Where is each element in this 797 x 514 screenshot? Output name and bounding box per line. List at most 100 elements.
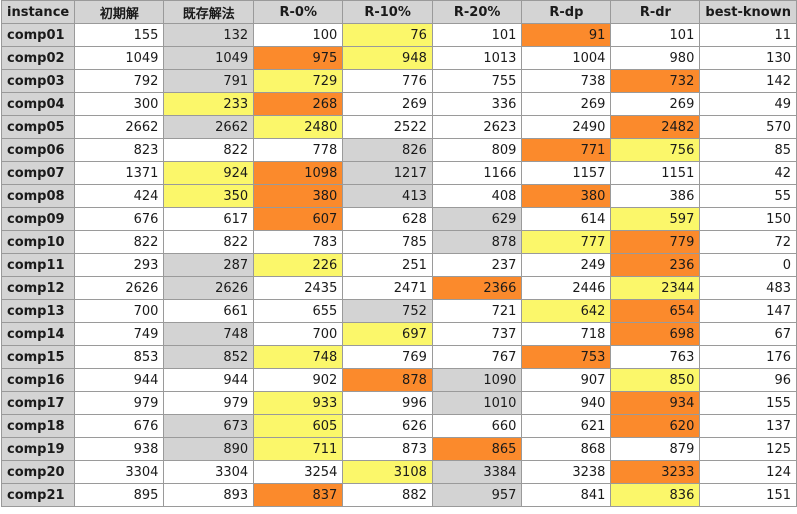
cell-existing: 233 (163, 92, 255, 116)
instance-name-cell: comp17 (0, 391, 76, 415)
cell-initial: 1049 (74, 46, 165, 70)
cell-best-known: 125 (699, 437, 797, 461)
cell-r-20: 408 (431, 184, 523, 208)
cell-r-20: 629 (431, 207, 523, 231)
cell-r-20: 737 (431, 322, 523, 346)
cell-r-10: 3108 (342, 460, 433, 484)
cell-initial: 676 (74, 414, 165, 438)
cell-r-dp: 753 (521, 345, 612, 369)
cell-r-dp: 2446 (521, 276, 612, 300)
cell-best-known: 49 (699, 92, 797, 116)
cell-initial: 944 (74, 368, 165, 392)
cell-r-dr: 3233 (610, 460, 701, 484)
cell-r-0: 700 (253, 322, 344, 346)
cell-r-0: 2435 (253, 276, 344, 300)
cell-best-known: 85 (699, 138, 797, 162)
cell-r-dr: 236 (610, 253, 701, 277)
cell-initial: 749 (74, 322, 165, 346)
cell-best-known: 142 (699, 69, 797, 93)
header-row: instance 初期解 既存解法 R-0% R-10% R-20% R-dp … (0, 0, 797, 24)
cell-initial: 2662 (74, 115, 165, 139)
cell-existing: 661 (163, 299, 255, 323)
cell-r-20: 1166 (431, 161, 523, 185)
cell-best-known: 137 (699, 414, 797, 438)
cell-existing: 944 (163, 368, 255, 392)
instance-name-cell: comp11 (0, 253, 76, 277)
cell-r-10: 882 (342, 483, 433, 507)
cell-r-dp: 777 (521, 230, 612, 254)
cell-best-known: 11 (699, 23, 797, 47)
cell-initial: 1371 (74, 161, 165, 185)
cell-existing: 287 (163, 253, 255, 277)
table-row: comp01 155 132 100 76 101 91 101 11 (0, 23, 797, 47)
cell-r-dr: 101 (610, 23, 701, 47)
cell-existing: 350 (163, 184, 255, 208)
cell-initial: 3304 (74, 460, 165, 484)
cell-best-known: 72 (699, 230, 797, 254)
cell-r-dp: 249 (521, 253, 612, 277)
cell-r-dp: 868 (521, 437, 612, 461)
instance-name-cell: comp16 (0, 368, 76, 392)
cell-r-dr: 698 (610, 322, 701, 346)
cell-initial: 895 (74, 483, 165, 507)
table-row: comp13 700 661 655 752 721 642 654 147 (0, 299, 797, 323)
instance-name-cell: comp05 (0, 115, 76, 139)
cell-best-known: 67 (699, 322, 797, 346)
cell-r-0: 226 (253, 253, 344, 277)
cell-r-dr: 779 (610, 230, 701, 254)
instance-name-cell: comp04 (0, 92, 76, 116)
cell-r-20: 1090 (431, 368, 523, 392)
cell-existing: 979 (163, 391, 255, 415)
table-row: comp12 2626 2626 2435 2471 2366 2446 2344 483 (0, 276, 797, 300)
instance-name-cell: comp09 (0, 207, 76, 231)
table-row: comp07 1371 924 1098 1217 1166 1157 1151 42 (0, 161, 797, 185)
cell-r-20: 336 (431, 92, 523, 116)
cell-best-known: 130 (699, 46, 797, 70)
header-r-dr: R-dr (610, 0, 701, 24)
cell-r-10: 2522 (342, 115, 433, 139)
cell-best-known: 0 (699, 253, 797, 277)
cell-r-dp: 380 (521, 184, 612, 208)
cell-r-0: 268 (253, 92, 344, 116)
cell-r-10: 873 (342, 437, 433, 461)
cell-r-0: 1098 (253, 161, 344, 185)
instance-name-cell: comp18 (0, 414, 76, 438)
cell-r-20: 101 (431, 23, 523, 47)
cell-r-dr: 879 (610, 437, 701, 461)
cell-existing: 2626 (163, 276, 255, 300)
cell-r-0: 783 (253, 230, 344, 254)
cell-r-dp: 3238 (521, 460, 612, 484)
cell-existing: 673 (163, 414, 255, 438)
cell-r-dp: 907 (521, 368, 612, 392)
table-row: comp19 938 890 711 873 865 868 879 125 (0, 437, 797, 461)
cell-existing: 791 (163, 69, 255, 93)
cell-r-dr: 763 (610, 345, 701, 369)
cell-r-0: 380 (253, 184, 344, 208)
table-row: comp05 2662 2662 2480 2522 2623 2490 2482 570 (0, 115, 797, 139)
cell-r-dp: 2490 (521, 115, 612, 139)
cell-r-10: 628 (342, 207, 433, 231)
cell-initial: 979 (74, 391, 165, 415)
cell-r-dp: 1004 (521, 46, 612, 70)
cell-r-dp: 614 (521, 207, 612, 231)
cell-r-0: 2480 (253, 115, 344, 139)
cell-initial: 822 (74, 230, 165, 254)
cell-r-dr: 386 (610, 184, 701, 208)
cell-r-dp: 269 (521, 92, 612, 116)
cell-r-0: 605 (253, 414, 344, 438)
cell-existing: 748 (163, 322, 255, 346)
table-row: comp09 676 617 607 628 629 614 597 150 (0, 207, 797, 231)
cell-existing: 852 (163, 345, 255, 369)
table-row: comp04 300 233 268 269 336 269 269 49 (0, 92, 797, 116)
cell-initial: 853 (74, 345, 165, 369)
cell-best-known: 96 (699, 368, 797, 392)
header-instance: instance (0, 0, 76, 24)
cell-r-0: 100 (253, 23, 344, 47)
cell-r-10: 626 (342, 414, 433, 438)
cell-r-dr: 2344 (610, 276, 701, 300)
cell-r-10: 769 (342, 345, 433, 369)
cell-r-dr: 1151 (610, 161, 701, 185)
header-existing-method: 既存解法 (163, 0, 255, 24)
header-initial-solution: 初期解 (74, 0, 165, 24)
cell-existing: 893 (163, 483, 255, 507)
